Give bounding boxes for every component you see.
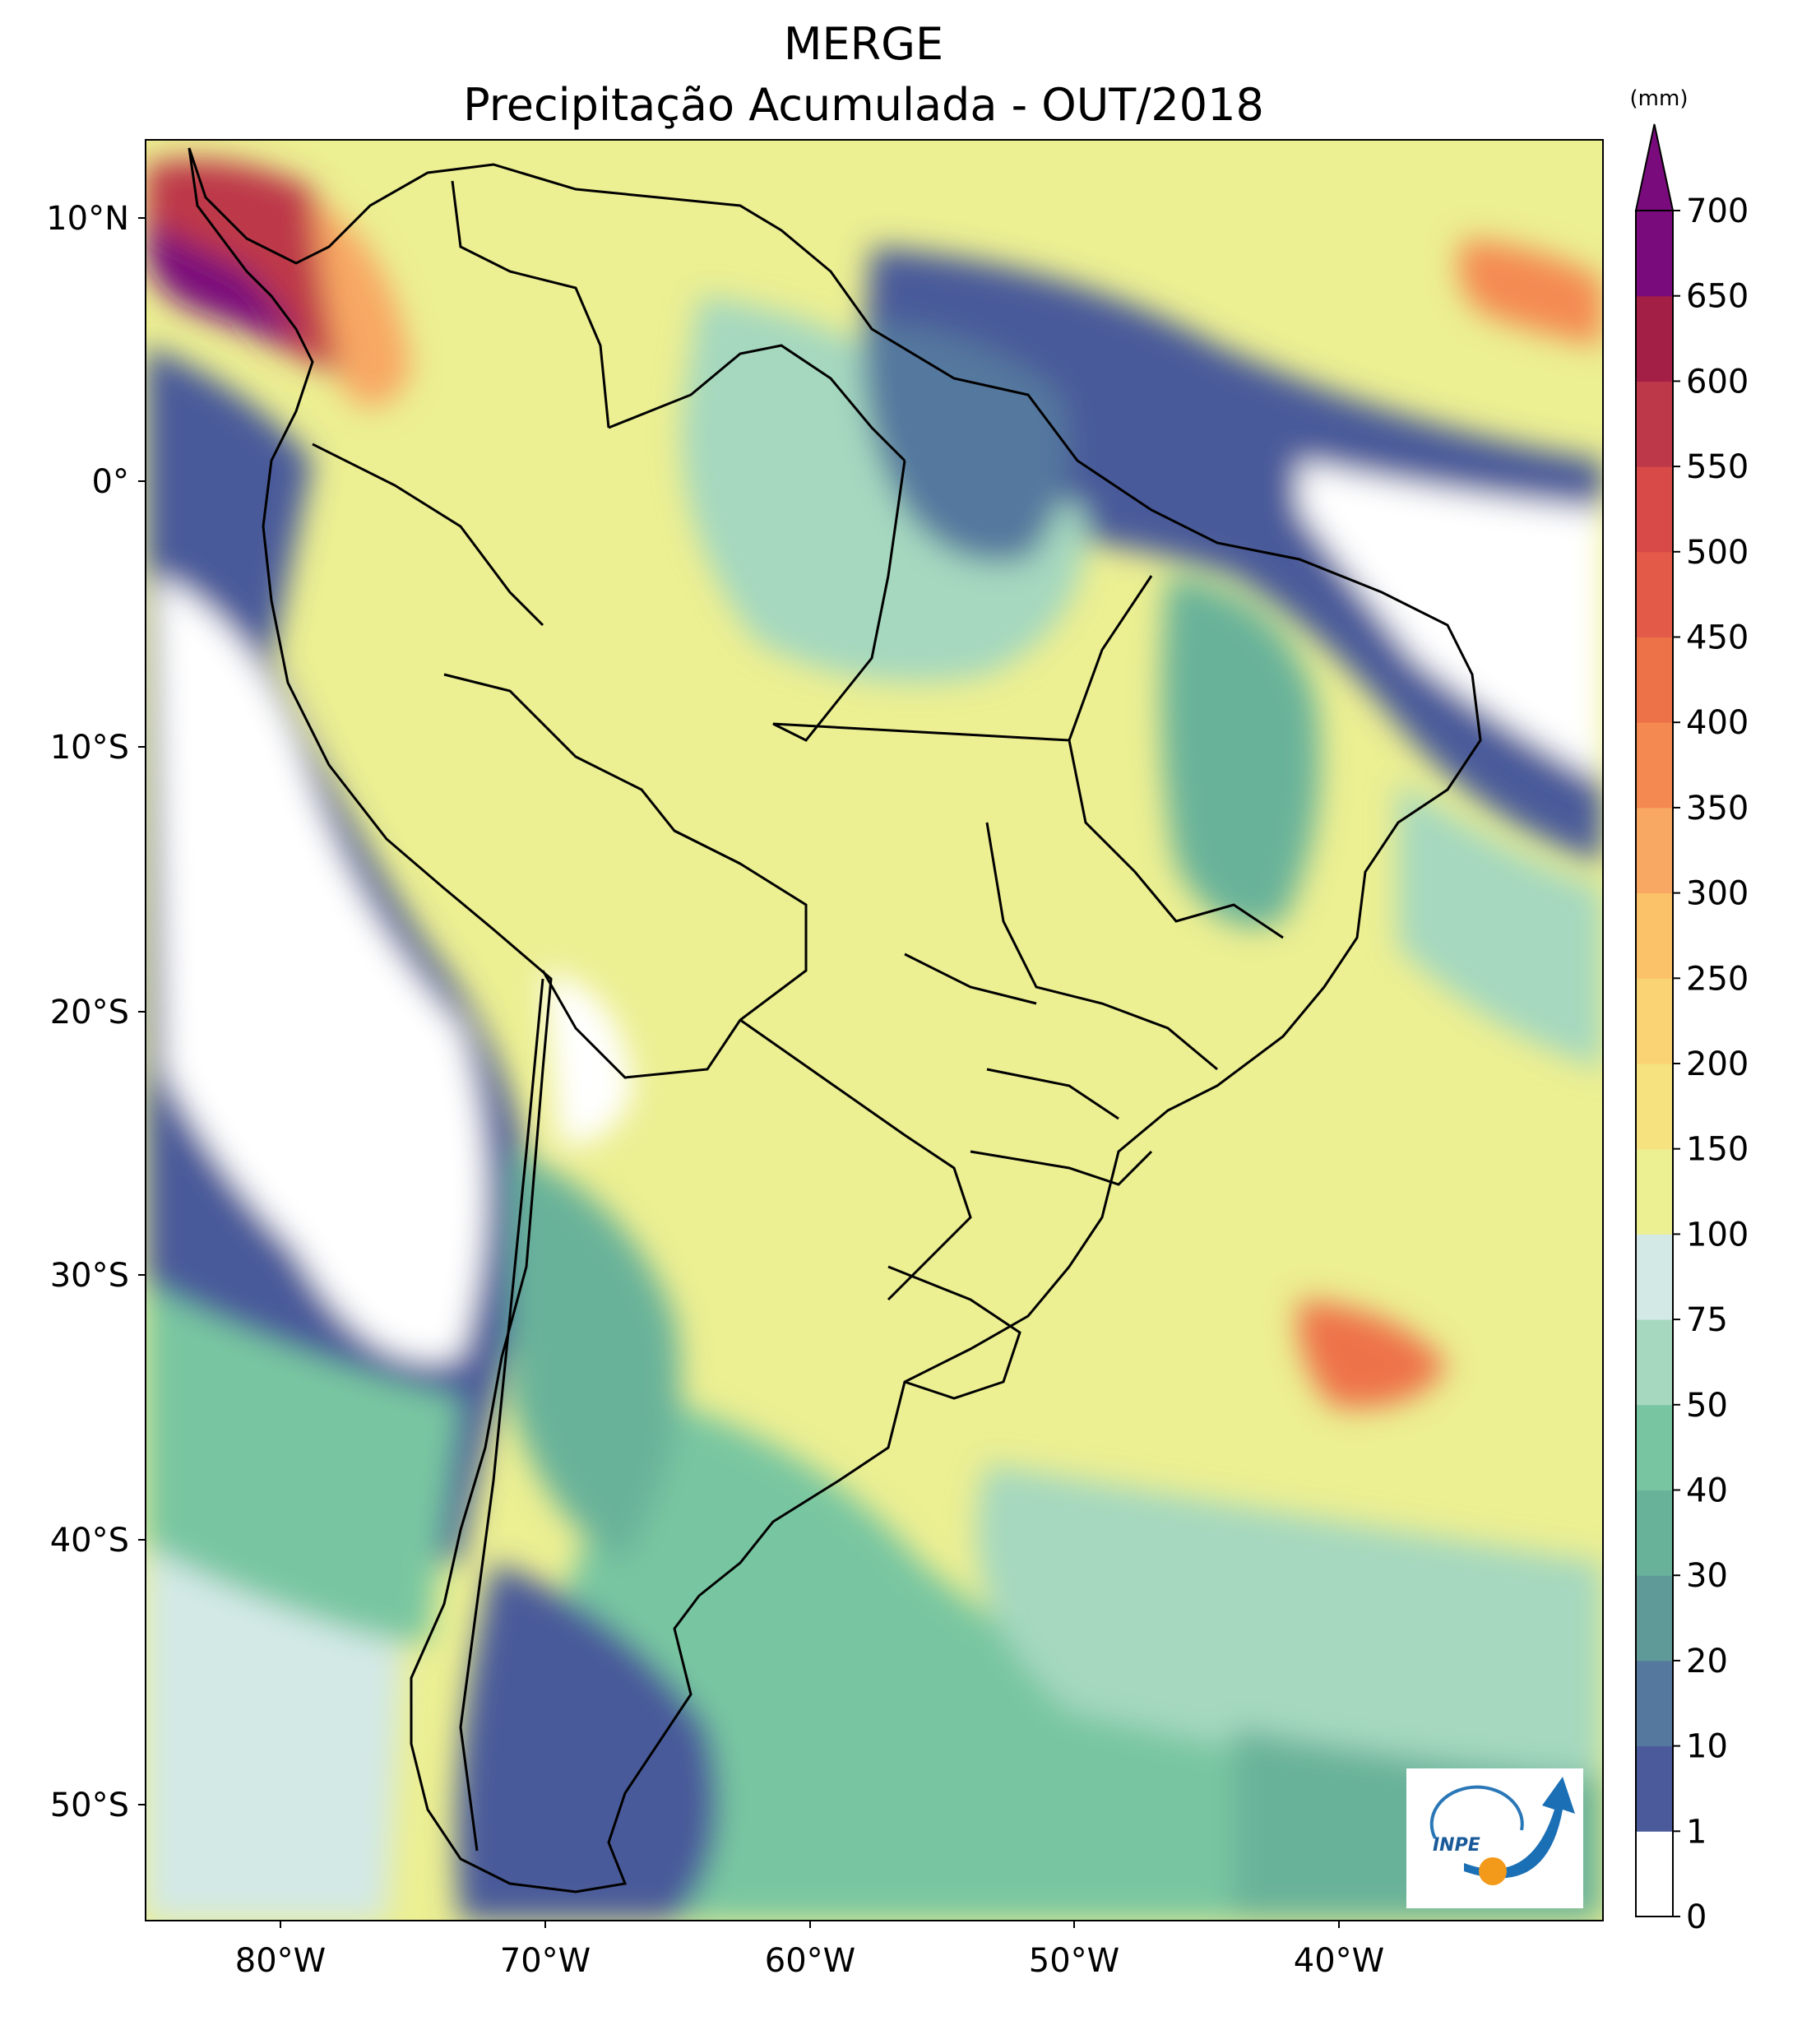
- colorbar-swatch: [1636, 211, 1673, 297]
- colorbar-swatch: [1636, 551, 1673, 637]
- colorbar-tick-label: 250: [1686, 960, 1749, 998]
- colorbar-tick-label: 400: [1686, 704, 1749, 742]
- lat-tick-label: 40°S: [50, 1522, 129, 1560]
- border-uruguay: [887, 1265, 1021, 1400]
- colorbar-tick-label: 650: [1686, 278, 1749, 316]
- light-band-pacific-south: [146, 1546, 403, 1921]
- colorbar-swatch: [1636, 1404, 1673, 1490]
- colorbar-tick-label: 75: [1686, 1301, 1728, 1339]
- colorbar-tick-label: 500: [1686, 534, 1749, 572]
- colorbar-tick-label: 10: [1686, 1728, 1728, 1766]
- lon-tick-label: 60°W: [765, 1942, 855, 1980]
- colorbar-swatch: [1636, 1148, 1673, 1235]
- colorbar-swatch: [1636, 978, 1673, 1064]
- lat-tick-label: 30°S: [50, 1257, 129, 1295]
- logo-text: INPE: [1433, 1835, 1480, 1856]
- no-rain-atacama: [543, 971, 633, 1145]
- colorbar-swatch: [1636, 1064, 1673, 1150]
- lat-tick-label: 50°S: [50, 1787, 129, 1824]
- moist-band-pacific-south: [146, 1283, 461, 1645]
- colorbar-tick-label: 40: [1686, 1472, 1728, 1510]
- moist-region-andes-south: [510, 1152, 681, 1563]
- continent-outline: [188, 147, 1482, 1893]
- lat-tick-label: 10°S: [50, 729, 129, 767]
- colorbar-tick-label: 550: [1686, 448, 1749, 486]
- dry-region-patagonia: [456, 1563, 719, 1921]
- moist-band-atlantic: [1398, 781, 1603, 1069]
- wet-region-atlantic-north: [1458, 239, 1603, 345]
- lon-tick-label: 80°W: [235, 1942, 326, 1980]
- moist-region-amazon: [682, 296, 1086, 682]
- colorbar-swatch: [1636, 1319, 1673, 1406]
- precipitation-field: INPE: [146, 140, 1603, 1921]
- country-borders: [188, 147, 1482, 1893]
- latitude-axis: 10°N 0° 10°S 20°S 30°S 40°S 50°S: [46, 200, 146, 1824]
- colorbar-tick-label: 0: [1686, 1898, 1707, 1936]
- colorbar-tick-label: 20: [1686, 1643, 1728, 1680]
- colorbar-tick-label: 700: [1686, 192, 1749, 230]
- colorbar-tick-label: 450: [1686, 619, 1749, 657]
- colorbar-swatch: [1636, 1575, 1673, 1662]
- lat-tick-label: 20°S: [50, 994, 129, 1031]
- colorbar-swatch: [1636, 722, 1673, 809]
- moist-region-northeast: [1161, 576, 1320, 927]
- colorbar: (mm) 0 1 10 20 30 40 50 75 100 150 200 250 300 350 400…: [1630, 86, 1749, 1936]
- colorbar-tick-label: 300: [1686, 875, 1749, 913]
- colorbar-tick-label: 200: [1686, 1045, 1749, 1083]
- colorbar-swatch: [1636, 1831, 1673, 1917]
- colorbar-swatch: [1636, 1745, 1673, 1832]
- lat-tick-label: 0°: [92, 463, 129, 501]
- border-paraguay-argentina: [739, 1018, 972, 1301]
- colorbar-tick-label: 150: [1686, 1131, 1749, 1169]
- colorbar-tick-label: 50: [1686, 1387, 1728, 1425]
- border-chile-argentina: [459, 978, 544, 1852]
- colorbar-swatch: [1636, 381, 1673, 467]
- map-frame: [145, 139, 1604, 1921]
- brazil-state-lines: [772, 460, 1284, 1186]
- lat-tick-label: 10°N: [46, 200, 129, 238]
- colorbar-unit-label: (mm): [1630, 86, 1689, 111]
- no-rain-pacific: [156, 576, 485, 1361]
- title-line-1: MERGE: [784, 18, 943, 70]
- longitude-axis: 80°W 70°W 60°W 50°W 40°W: [235, 1921, 1384, 1980]
- colorbar-swatch: [1636, 1234, 1673, 1320]
- moist-region-patagonia-atlantic: [551, 1398, 1234, 1921]
- colorbar-tick-label: 30: [1686, 1557, 1728, 1595]
- inpe-logo: INPE: [1406, 1768, 1583, 1908]
- border-colombia-peru-ecuador: [312, 443, 544, 627]
- colorbar-swatch: [1636, 1660, 1673, 1747]
- colorbar-tick-label: 350: [1686, 790, 1749, 827]
- colorbar-tick-label: 1: [1686, 1813, 1707, 1851]
- lon-tick-label: 70°W: [500, 1942, 591, 1980]
- border-brazil-venezuela-guyana: [608, 344, 906, 462]
- colorbar-tick-label: 600: [1686, 363, 1749, 401]
- colorbar-extend-arrow: [1634, 123, 1675, 211]
- title-line-2: Precipitação Acumulada - OUT/2018: [463, 79, 1264, 131]
- moist-band-south-atlantic: [976, 1464, 1603, 1810]
- colorbar-swatch: [1636, 892, 1673, 979]
- border-colombia-venezuela: [451, 180, 610, 429]
- colorbar-swatch: [1636, 295, 1673, 382]
- dry-region-amazon-coast: [862, 321, 1068, 563]
- colorbar-swatch: [1636, 637, 1673, 723]
- lon-tick-label: 40°W: [1294, 1942, 1384, 1980]
- no-rain-atlantic-north: [1299, 461, 1603, 781]
- lon-tick-label: 50°W: [1029, 1942, 1119, 1980]
- colorbar-swatch: [1636, 466, 1673, 553]
- colorbar-swatch: [1636, 807, 1673, 894]
- colorbar-swatch: [1636, 1490, 1673, 1576]
- very-wet-region-panama: [146, 222, 296, 345]
- wet-region-colombia: [313, 197, 411, 407]
- colorbar-tick-label: 100: [1686, 1216, 1749, 1254]
- wet-region-south-atlantic: [1298, 1300, 1448, 1408]
